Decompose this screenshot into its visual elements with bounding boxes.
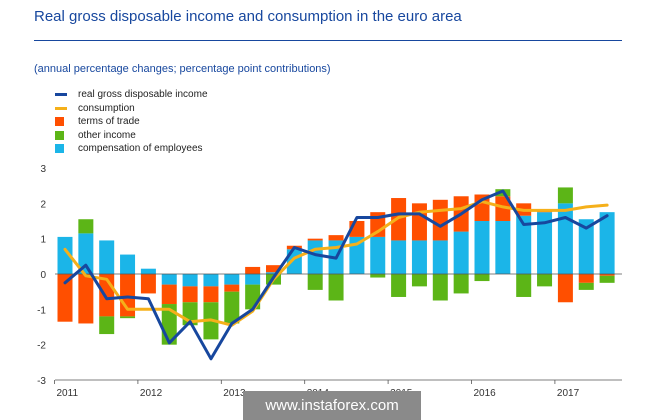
legend-label: compensation of employees [78,143,203,155]
bar-compensation-of-employees [266,272,281,274]
bar-terms-of-trade [557,274,573,303]
bar-other-income [328,274,344,301]
bar-compensation-of-employees [99,240,115,274]
legend-item-compensation: compensation of employees [55,142,208,156]
bar-terms-of-trade [578,274,594,283]
legend-swatch-other-income [55,130,64,140]
y-tick-label: 3 [40,164,46,175]
bar-compensation-of-employees [474,221,490,274]
chart-title: Real gross disposable income and consump… [34,8,462,25]
bar-other-income [78,219,94,234]
legend-swatch-disposable-income [55,93,67,97]
bar-other-income [537,274,553,287]
bar-compensation-of-employees [537,212,553,274]
line-real-gross-disposable-income [63,189,609,361]
bar-other-income [453,274,469,294]
y-tick-label: -2 [37,341,46,352]
legend-label: terms of trade [78,116,140,128]
bar-compensation-of-employees [516,215,532,274]
bar-compensation-of-employees [307,240,323,274]
legend-swatch-terms-of-trade [55,117,64,127]
bar-terms-of-trade [599,274,615,276]
bar-terms-of-trade [140,274,156,294]
x-tick-label: 2017 [557,388,580,399]
y-tick-label: 0 [40,270,46,281]
legend-label: consumption [78,102,135,114]
y-tick-label: 2 [40,199,46,210]
legend-item-terms-of-trade: terms of trade [55,115,208,129]
bar-compensation-of-employees [57,236,73,274]
bar-other-income [578,282,594,290]
bar-terms-of-trade [328,235,344,241]
x-tick-label: 2016 [474,388,497,399]
bar-compensation-of-employees [78,233,94,274]
bar-terms-of-trade [57,274,73,322]
legend-swatch-consumption [55,106,67,110]
x-tick-label: 2013 [223,388,246,399]
bar-terms-of-trade [161,284,177,305]
bar-terms-of-trade [203,286,219,303]
x-tick-label: 2011 [57,388,79,399]
y-tick-label: -1 [37,305,46,316]
bar-terms-of-trade [495,196,511,221]
legend-label: real gross disposable income [78,89,208,101]
bar-other-income [411,274,427,287]
bar-compensation-of-employees [557,203,573,274]
x-tick-label: 2012 [140,388,163,399]
bar-compensation-of-employees [370,236,386,274]
bar-other-income [99,316,115,335]
bar-compensation-of-employees [495,221,511,274]
bar-other-income [120,316,136,319]
bar-compensation-of-employees [349,236,365,274]
bar-other-income [391,274,407,297]
bar-terms-of-trade [182,286,198,303]
legend-swatch-compensation [55,144,64,154]
bar-other-income [599,275,615,283]
bar-compensation-of-employees [432,240,448,274]
bar-terms-of-trade [78,274,94,324]
bar-compensation-of-employees [391,240,407,274]
bar-compensation-of-employees [453,231,469,274]
line-consumption [63,200,609,327]
bar-terms-of-trade [245,266,261,274]
chart-subtitle: (annual percentage changes; percentage p… [34,63,331,75]
bar-compensation-of-employees [182,274,198,287]
bar-terms-of-trade [307,238,323,241]
bar-other-income [557,187,573,204]
bar-other-income [432,274,448,301]
legend: real gross disposable income consumption… [55,88,208,156]
bar-compensation-of-employees [224,274,240,285]
bar-compensation-of-employees [599,212,615,274]
bar-terms-of-trade [266,265,281,273]
bar-compensation-of-employees [203,274,219,287]
y-tick-label: -3 [37,376,46,387]
legend-item-consumption: consumption [55,102,208,116]
bar-terms-of-trade [224,284,240,292]
title-rule [34,40,622,41]
bar-compensation-of-employees [140,268,156,274]
legend-item-disposable-income: real gross disposable income [55,88,208,102]
bar-other-income [370,274,386,278]
bar-compensation-of-employees [245,274,261,285]
legend-label: other income [78,129,136,141]
bar-other-income [516,274,532,297]
bar-compensation-of-employees [161,274,177,285]
legend-item-other-income: other income [55,129,208,143]
watermark: www.instaforex.com [243,391,421,420]
bar-other-income [224,291,240,324]
bar-terms-of-trade [432,199,448,241]
y-tick-label: 1 [40,235,46,246]
bar-other-income [307,274,323,290]
bar-compensation-of-employees [578,219,594,274]
bar-compensation-of-employees [120,254,136,274]
bar-other-income [474,274,490,282]
bar-compensation-of-employees [411,240,427,274]
bar-terms-of-trade [411,203,427,241]
